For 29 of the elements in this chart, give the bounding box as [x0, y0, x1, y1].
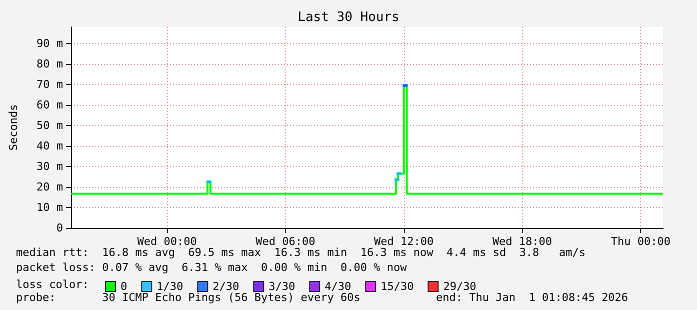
y-tick-label: 70 m: [36, 78, 64, 91]
legend-label: 2/30: [212, 280, 240, 293]
legend-label: 0: [120, 280, 128, 293]
legend-label: 3/30: [268, 280, 296, 293]
legend-title: loss color:: [16, 278, 89, 291]
y-tick-label: 30 m: [36, 160, 64, 173]
x-tick-label: Wed 12:00: [374, 235, 434, 248]
y-tick-label: 0: [56, 222, 63, 234]
legend-label: 15/30: [380, 280, 414, 293]
y-axis-title: Seconds: [7, 104, 20, 151]
text: probe: 30 ICMP Echo Pings (56 Bytes) every 60s: [16, 291, 360, 304]
legend-label: 29/30: [443, 280, 476, 293]
y-tick-label: 20 m: [36, 180, 64, 194]
text: end: Thu Jan 1 01:08:45 2026: [436, 291, 628, 304]
legend-label: 1/30: [156, 280, 184, 293]
legend-label: 4/30: [324, 280, 352, 293]
y-tick-label: 50 m: [36, 118, 64, 132]
x-tick-label: Wed 18:00: [492, 235, 552, 248]
y-tick-label: 60 m: [36, 98, 64, 112]
chart-title: Last 30 Hours: [298, 10, 400, 25]
y-tick-label: 80 m: [36, 57, 64, 70]
x-tick-label: Wed 00:00: [137, 235, 197, 248]
y-tick-label: 40 m: [36, 139, 64, 152]
y-tick-label: 90 m: [36, 36, 64, 50]
x-tick-label: Wed 06:00: [256, 235, 316, 248]
text: packet loss: 0.07 % avg 6.31 % max 0.00 % min 0.00 % now: [16, 261, 408, 274]
y-tick-label: 10 m: [36, 200, 64, 214]
text: median rtt: 16.8 ms avg 69.5 ms max 16.3 ms min 16.3 ms now 4.4 ms sd 3.8 am/s: [16, 246, 586, 259]
x-tick-label: Thu 00:00: [610, 235, 670, 248]
